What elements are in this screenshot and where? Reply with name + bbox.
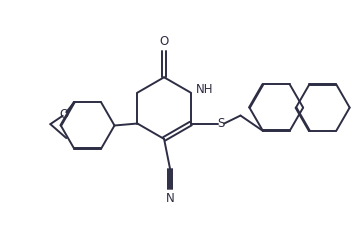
Text: S: S (217, 117, 224, 130)
Text: O: O (60, 108, 69, 121)
Text: O: O (159, 36, 169, 48)
Text: N: N (166, 192, 175, 205)
Text: NH: NH (196, 83, 213, 96)
